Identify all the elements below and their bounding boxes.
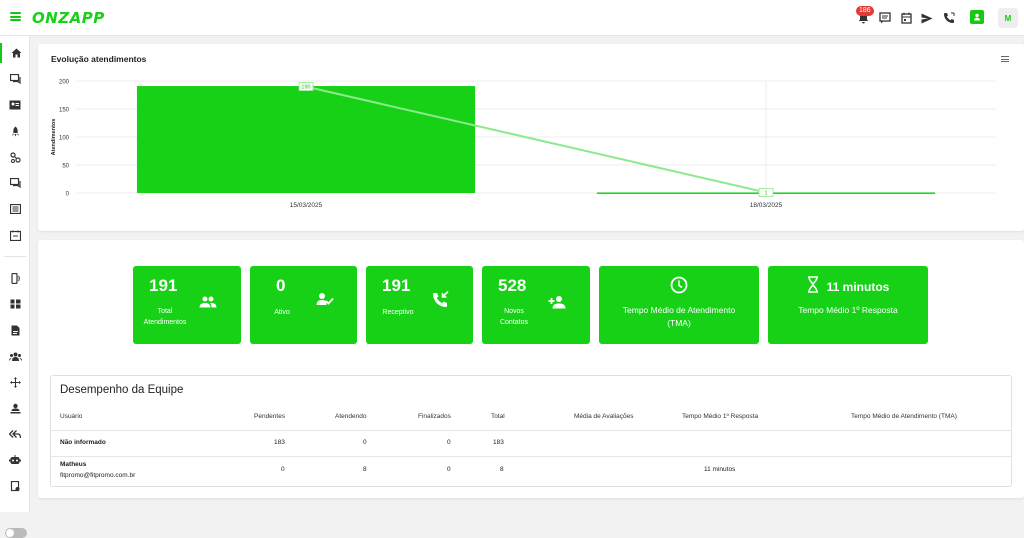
column-header[interactable]: Total bbox=[491, 413, 505, 420]
y-tick-label: 100 bbox=[59, 136, 70, 142]
calendar-icon[interactable] bbox=[899, 11, 913, 25]
row-divider bbox=[51, 430, 1011, 431]
messages-icon[interactable] bbox=[0, 173, 30, 193]
clock-icon bbox=[599, 276, 759, 298]
y-tick-label: 0 bbox=[66, 192, 70, 198]
column-header[interactable]: Tempo Médio 1º Resposta bbox=[682, 413, 759, 420]
schedule-icon[interactable] bbox=[0, 225, 30, 245]
chat-icon[interactable] bbox=[878, 11, 892, 25]
chart-menu-icon[interactable] bbox=[1001, 56, 1009, 62]
menu-icon[interactable] bbox=[10, 12, 21, 21]
x-tick-label: 18/03/2025 bbox=[750, 202, 783, 209]
data-label: 1 bbox=[764, 190, 767, 196]
home-icon[interactable] bbox=[0, 43, 30, 63]
row-primeira-resposta: 11 minutos bbox=[704, 466, 736, 473]
theme-toggle[interactable] bbox=[5, 528, 27, 538]
team-performance-table: Desempenho da Equipe Usuário Pendentes A… bbox=[50, 375, 1012, 487]
contact-icon[interactable] bbox=[970, 10, 984, 24]
stat-novos-contatos: 528 Novos Contatos bbox=[482, 266, 590, 344]
row-total: 8 bbox=[500, 466, 504, 473]
contacts-card-icon[interactable] bbox=[0, 95, 30, 115]
document-icon[interactable] bbox=[0, 320, 30, 340]
column-header[interactable]: Usuário bbox=[60, 413, 83, 420]
stat-tma: Tempo Médio de Atendimento (TMA) bbox=[599, 266, 759, 344]
row-total: 183 bbox=[493, 439, 504, 446]
phone-ring-icon[interactable] bbox=[0, 268, 30, 288]
stat-label: Receptivo bbox=[382, 309, 414, 316]
dashboard-icon[interactable] bbox=[0, 294, 30, 314]
stat-value: 191 bbox=[382, 276, 411, 295]
y-tick-label: 200 bbox=[59, 80, 70, 86]
y-tick-label: 50 bbox=[62, 164, 69, 170]
stat-primeira-resposta: 11 minutos Tempo Médio 1º Resposta bbox=[768, 266, 928, 344]
move-icon[interactable] bbox=[0, 372, 30, 392]
agent-icon[interactable] bbox=[0, 398, 30, 418]
file-settings-icon[interactable] bbox=[0, 476, 30, 496]
rocket-icon[interactable] bbox=[0, 121, 30, 141]
stat-value: 528 bbox=[498, 276, 527, 295]
row-pendentes: 183 bbox=[274, 439, 285, 446]
evolution-chart: 0 50 100 150 200 Atendimentos 190 1 15/03/2025 18… bbox=[51, 80, 996, 209]
stat-value: 11 minutos bbox=[826, 280, 890, 294]
row-atendendo: 0 bbox=[363, 439, 367, 446]
row-divider bbox=[51, 456, 1011, 457]
notification-badge: 186 bbox=[856, 6, 874, 16]
stat-total-atendimentos: 191 Total Atendimentos bbox=[133, 266, 241, 344]
sidebar bbox=[0, 36, 30, 538]
column-header[interactable]: Finalizados bbox=[418, 413, 451, 420]
data-label: 190 bbox=[301, 85, 310, 91]
column-header[interactable]: Pendentes bbox=[254, 413, 286, 420]
reply-all-icon[interactable] bbox=[0, 424, 30, 444]
group-icon bbox=[199, 295, 217, 311]
avatar[interactable]: M bbox=[998, 8, 1018, 28]
stat-label: Tempo Médio de Atendimento (TMA) bbox=[622, 305, 736, 328]
team-icon[interactable] bbox=[0, 346, 30, 366]
phone-icon[interactable] bbox=[942, 11, 956, 25]
column-header[interactable]: Tempo Médio de Atendimento (TMA) bbox=[851, 413, 957, 420]
team-title: Desempenho da Equipe bbox=[60, 384, 184, 396]
top-bar: ONZAPP 186 M bbox=[0, 0, 1024, 36]
hourglass-icon bbox=[807, 276, 819, 298]
data-label-box bbox=[298, 82, 314, 91]
column-header[interactable]: Média de Avaliações bbox=[574, 413, 634, 420]
stat-label: Ativo bbox=[274, 309, 290, 316]
kanban-icon[interactable] bbox=[0, 199, 30, 219]
send-icon[interactable] bbox=[920, 11, 934, 25]
row-email: fitpromo@fitpromo.com.br bbox=[60, 472, 136, 479]
person-add-icon bbox=[548, 295, 568, 312]
stat-label: Total Atendimentos bbox=[143, 308, 187, 326]
sidebar-divider bbox=[4, 256, 26, 257]
row-pendentes: 0 bbox=[281, 466, 285, 473]
row-user: Não informado bbox=[60, 439, 106, 446]
conversations-icon[interactable] bbox=[0, 69, 30, 89]
chart-card: Evolução atendimentos 0 50 100 150 200 Atendi… bbox=[38, 44, 1024, 231]
robot-icon[interactable] bbox=[0, 450, 30, 470]
x-tick-label: 15/03/2025 bbox=[290, 202, 323, 209]
data-label-box bbox=[758, 188, 774, 197]
series-line bbox=[305, 85, 767, 194]
stat-value: 191 bbox=[149, 276, 178, 295]
stat-label: Novos Contatos bbox=[499, 308, 529, 326]
chart-title: Evolução atendimentos bbox=[51, 54, 147, 64]
y-tick-label: 150 bbox=[59, 108, 70, 114]
stat-label: Tempo Médio 1º Resposta bbox=[798, 305, 898, 315]
stat-value: 0 bbox=[276, 276, 286, 295]
stat-header: 11 minutos bbox=[768, 276, 928, 298]
brand-logo[interactable]: ONZAPP bbox=[32, 9, 105, 27]
person-check-icon bbox=[316, 292, 334, 309]
row-user: Matheus bbox=[60, 461, 87, 468]
stat-ativo: 0 Ativo bbox=[250, 266, 357, 344]
row-finalizados: 0 bbox=[447, 439, 451, 446]
row-finalizados: 0 bbox=[447, 466, 451, 473]
flow-icon[interactable] bbox=[0, 147, 30, 167]
column-header[interactable]: Atendendo bbox=[335, 413, 367, 420]
row-atendendo: 8 bbox=[363, 466, 367, 473]
phone-incoming-icon bbox=[432, 290, 450, 311]
y-axis-label: Atendimentos bbox=[51, 119, 57, 156]
stat-receptivo: 191 Receptivo bbox=[366, 266, 473, 344]
bar bbox=[136, 86, 476, 193]
